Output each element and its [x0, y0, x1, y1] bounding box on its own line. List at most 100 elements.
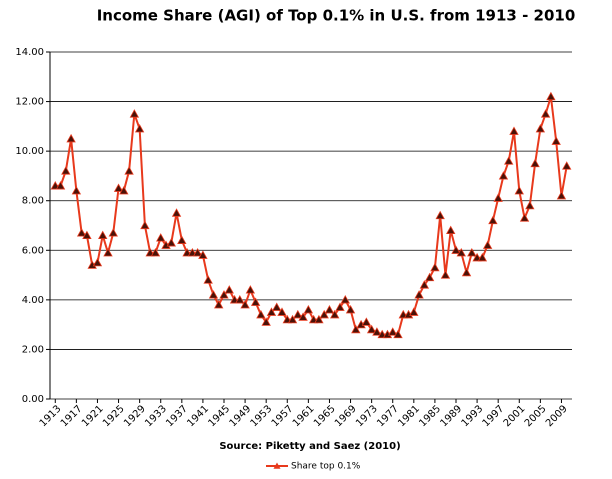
marker: [556, 190, 567, 200]
marker: [330, 309, 340, 319]
marker: [61, 166, 71, 175]
marker: [224, 285, 234, 294]
marker: [214, 299, 224, 309]
marker: [55, 181, 66, 190]
y-tick-label: 14.00: [15, 47, 44, 58]
y-tick-label: 2.00: [22, 344, 44, 355]
marker: [140, 220, 150, 230]
marker: [208, 290, 219, 299]
marker: [250, 297, 261, 306]
marker: [303, 304, 314, 314]
x-tick-label: 1957: [270, 403, 296, 429]
marker: [156, 233, 166, 242]
x-tick-label: 1993: [460, 403, 486, 429]
marker: [435, 210, 445, 220]
y-tick-label: 12.00: [15, 97, 44, 108]
marker: [203, 275, 213, 284]
marker: [98, 230, 108, 240]
marker: [134, 124, 145, 133]
marker: [514, 185, 524, 195]
marker: [345, 304, 356, 314]
marker: [540, 109, 551, 118]
marker: [324, 304, 335, 314]
marker: [245, 285, 256, 294]
x-tick-label: 1973: [354, 403, 380, 429]
marker: [546, 91, 556, 101]
marker: [287, 314, 298, 324]
marker: [314, 314, 324, 324]
marker: [535, 124, 546, 133]
x-tick-label: 1933: [143, 403, 169, 429]
marker: [108, 228, 118, 237]
chart-title: Income Share (AGI) of Top 0.1% in U.S. f…: [97, 7, 576, 25]
marker: [113, 183, 124, 192]
x-tick-label: 1981: [396, 403, 422, 429]
x-tick-label: 1925: [101, 403, 127, 429]
marker: [82, 230, 92, 240]
marker: [351, 324, 361, 334]
marker: [198, 250, 208, 259]
marker: [482, 240, 493, 249]
x-tick-label: 1985: [417, 403, 443, 429]
x-tick-label: 1917: [59, 403, 85, 429]
marker: [277, 307, 287, 316]
marker: [467, 247, 477, 257]
marker: [446, 225, 456, 235]
marker: [393, 329, 403, 339]
y-tick-label: 8.00: [22, 196, 44, 207]
marker: [272, 302, 282, 311]
x-tick-label: 1997: [481, 403, 507, 429]
x-tick-label: 1945: [206, 403, 232, 429]
marker: [461, 267, 472, 277]
marker: [340, 295, 350, 304]
marker: [451, 245, 461, 254]
marker: [76, 228, 87, 237]
x-tick-label: 1929: [122, 403, 148, 429]
marker: [414, 290, 424, 299]
marker: [493, 193, 503, 202]
marker: [171, 208, 182, 217]
marker: [150, 247, 161, 257]
marker: [488, 215, 498, 225]
marker: [256, 309, 266, 319]
marker: [192, 247, 203, 257]
x-tick-label: 1913: [38, 403, 64, 429]
y-tick-label: 4.00: [22, 295, 44, 306]
y-tick-label: 10.00: [15, 146, 44, 157]
marker: [124, 166, 134, 175]
marker: [129, 109, 140, 118]
marker: [504, 156, 514, 165]
series-line: [55, 96, 568, 336]
x-tick-label: 1949: [228, 403, 254, 429]
marker: [562, 161, 572, 170]
marker: [456, 247, 466, 257]
marker: [66, 133, 76, 143]
marker: [519, 213, 530, 222]
marker: [92, 257, 103, 267]
marker: [419, 280, 430, 289]
x-tick-label: 1941: [185, 403, 211, 429]
marker: [119, 185, 129, 195]
x-tick-label: 1965: [312, 403, 338, 429]
marker: [293, 309, 303, 319]
source-note: Source: Piketty and Saez (2010): [219, 441, 400, 452]
marker: [266, 307, 277, 316]
x-tick-label: 1977: [375, 403, 401, 429]
marker: [166, 238, 176, 247]
x-tick-label: 1961: [291, 403, 317, 429]
x-tick-label: 2001: [502, 403, 528, 429]
x-tick-label: 1969: [333, 403, 359, 429]
marker: [409, 307, 419, 316]
marker: [235, 295, 245, 304]
marker: [440, 270, 451, 279]
marker: [319, 309, 329, 319]
marker: [366, 324, 377, 334]
marker: [424, 272, 435, 282]
marker: [498, 171, 509, 180]
x-tick-label: 1989: [438, 403, 464, 429]
marker: [477, 252, 488, 262]
marker: [388, 327, 398, 336]
x-tick-label: 1921: [80, 403, 106, 429]
legend-marker: [273, 462, 281, 469]
